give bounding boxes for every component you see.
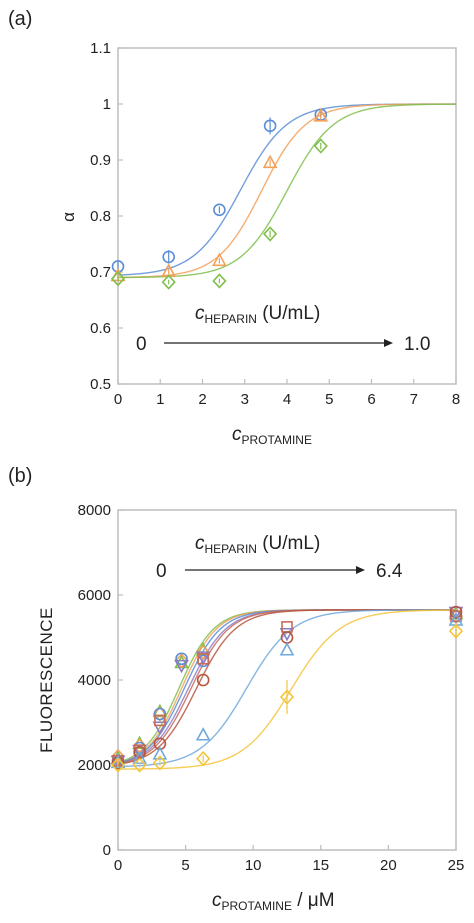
data-point-series-8 — [448, 623, 464, 639]
data-point-series-4 — [174, 659, 189, 674]
data-point-series-5 — [197, 652, 209, 665]
y-tick-label: 0.8 — [90, 208, 111, 225]
panel-a-x-ticks: 0 1 2 3 4 5 6 7 8 — [114, 379, 460, 408]
data-point-series-8 — [132, 757, 147, 773]
data-point-series-4 — [152, 721, 168, 735]
data-point-series-5 — [154, 714, 166, 727]
x-tick-label: 7 — [410, 391, 418, 408]
data-point-series-4 — [195, 651, 211, 665]
y-tick-label: 0 — [103, 842, 111, 859]
panel-a-annotation-from: 0 — [136, 334, 147, 355]
panel-a: (a) 0.5 0.6 0.7 0.8 0.9 1 1.1 0 1 2 3 4 5 6 7 8 α cHEP… — [8, 8, 460, 447]
data-point-series-4 — [448, 606, 464, 621]
y-tick-label: 1.1 — [90, 40, 111, 57]
y-tick-label: 6000 — [78, 587, 111, 604]
x-tick-label: 20 — [380, 857, 397, 874]
data-point-series-2 — [152, 706, 168, 722]
data-point-series-1 — [162, 250, 175, 264]
x-tick-label: 25 — [448, 857, 465, 874]
data-point-series-8 — [152, 755, 168, 771]
data-point-series-5 — [450, 610, 462, 623]
panel-a-annotation-arrowhead — [384, 339, 393, 347]
panel-b-label: (b) — [8, 465, 32, 487]
y-tick-label: 4000 — [78, 672, 111, 689]
data-point-series-3 — [161, 274, 176, 290]
x-tick-label: 10 — [245, 857, 262, 874]
panel-a-annotation-label: cHEPARIN (U/mL) — [195, 303, 320, 326]
panel-b-x-axis-label: cPROTAMINE / μM — [212, 890, 335, 913]
data-point-series-6 — [196, 673, 210, 687]
panel-b: (b) 0 2000 4000 6000 8000 0 5 10 15 20 25 FLUORES… — [8, 465, 464, 913]
data-point-series-2 — [448, 608, 464, 624]
data-point-series-2 — [196, 644, 211, 661]
data-point-series-8 — [110, 757, 126, 773]
x-tick-label: 6 — [367, 391, 375, 408]
y-tick-label: 0.7 — [90, 264, 111, 281]
x-tick-label: 0 — [114, 391, 122, 408]
panel-b-x-ticks: 0 5 10 15 20 25 — [114, 845, 465, 874]
panel-a-annotation-to: 1.0 — [404, 334, 430, 355]
panel-a-x-axis-label: cPROTAMINE — [232, 424, 312, 447]
x-tick-label: 1 — [156, 391, 164, 408]
panel-b-y-axis-label: FLUORESCENCE — [37, 607, 56, 753]
data-point-series-7 — [279, 642, 295, 656]
x-tick-label: 3 — [241, 391, 249, 408]
y-tick-label: 1 — [103, 96, 111, 113]
y-tick-label: 0.6 — [90, 320, 111, 337]
y-tick-label: 2000 — [78, 757, 111, 774]
x-tick-label: 2 — [198, 391, 206, 408]
y-tick-label: 0.9 — [90, 152, 111, 169]
panel-b-annotation-label: cHEPARIN (U/mL) — [195, 533, 320, 556]
data-point-series-8 — [279, 689, 295, 705]
data-point-series-3 — [212, 273, 227, 289]
panel-b-annotation-to: 6.4 — [376, 561, 403, 582]
panel-b-annotation-from: 0 — [156, 561, 167, 582]
data-point-series-8 — [196, 750, 211, 767]
panel-a-data-points — [110, 108, 329, 290]
x-tick-label: 5 — [181, 857, 189, 874]
data-point-series-2 — [212, 252, 227, 267]
panel-a-y-ticks: 0.5 0.6 0.7 0.8 0.9 1 1.1 — [90, 40, 123, 393]
data-point-series-1 — [263, 119, 277, 133]
y-tick-label: 8000 — [78, 502, 111, 519]
data-point-series-1 — [213, 203, 226, 217]
data-point-series-2 — [262, 154, 278, 169]
data-point-series-7 — [195, 727, 211, 741]
panel-a-y-axis-label: α — [59, 212, 78, 222]
x-tick-label: 8 — [452, 391, 460, 408]
data-point-series-2 — [313, 108, 329, 122]
y-tick-label: 0.5 — [90, 376, 111, 393]
data-point-series-3 — [175, 652, 188, 666]
panel-b-annotation-arrowhead — [356, 566, 365, 574]
data-point-series-3 — [110, 271, 126, 287]
data-point-series-3 — [153, 707, 167, 721]
x-tick-label: 15 — [312, 857, 329, 874]
panel-b-data-points — [110, 605, 464, 773]
data-point-series-6 — [449, 605, 463, 619]
x-tick-label: 5 — [325, 391, 333, 408]
data-point-series-3 — [313, 138, 328, 154]
x-tick-label: 0 — [114, 857, 122, 874]
fit-curve-series-7 — [117, 609, 456, 768]
panel-a-label: (a) — [8, 8, 32, 30]
data-point-series-4 — [279, 627, 295, 642]
panel-b-y-ticks: 0 2000 4000 6000 8000 — [78, 502, 123, 859]
data-point-series-7 — [152, 746, 168, 760]
data-point-series-2 — [174, 653, 189, 669]
data-point-series-3 — [263, 226, 278, 242]
x-tick-label: 4 — [283, 391, 291, 408]
